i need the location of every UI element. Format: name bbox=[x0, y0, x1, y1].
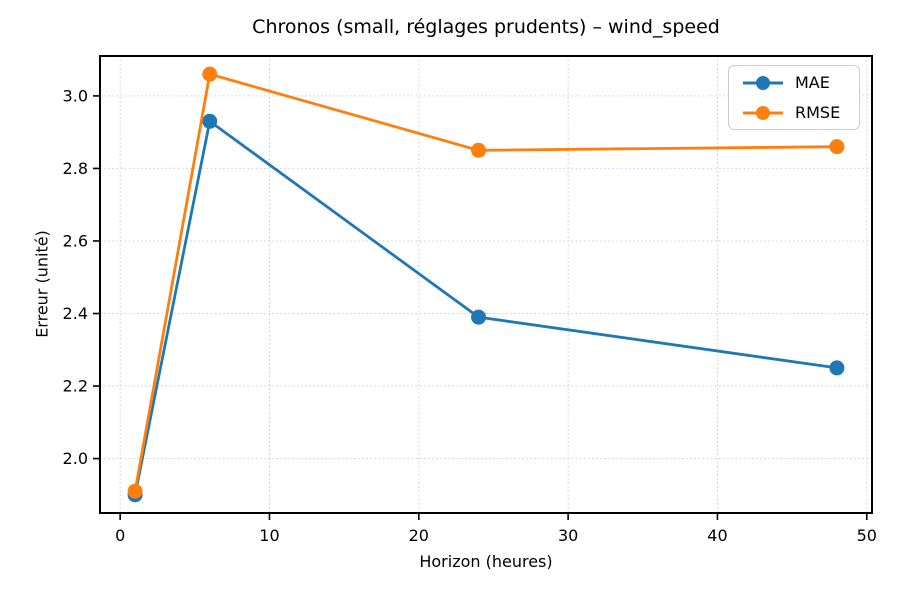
data-point-rmse bbox=[471, 142, 487, 158]
x-tick-label: 10 bbox=[259, 526, 279, 545]
data-point-mae bbox=[829, 360, 845, 376]
y-axis-label: Erreur (unité) bbox=[32, 230, 52, 338]
data-point-rmse bbox=[829, 139, 845, 155]
axes-spines bbox=[99, 55, 873, 514]
legend: MAE RMSE bbox=[728, 65, 860, 130]
x-tick-label: 40 bbox=[707, 526, 727, 545]
y-tick-label: 2.2 bbox=[63, 377, 88, 396]
x-axis-label: Horizon (heures) bbox=[419, 552, 553, 571]
data-point-rmse bbox=[127, 483, 143, 499]
x-tick-label: 20 bbox=[409, 526, 429, 545]
y-tick-label: 2.8 bbox=[63, 159, 88, 178]
legend-label-rmse: RMSE bbox=[795, 103, 841, 122]
series-line-rmse bbox=[133, 72, 839, 493]
legend-item-mae: MAE bbox=[741, 68, 859, 97]
x-tick-label: 30 bbox=[558, 526, 578, 545]
rmse-line-swatch-icon bbox=[743, 105, 783, 120]
y-tick-label: 2.4 bbox=[63, 304, 88, 323]
mae-line-swatch-icon bbox=[743, 75, 783, 90]
y-tick-label: 2.0 bbox=[63, 449, 88, 468]
legend-item-rmse: RMSE bbox=[741, 98, 859, 127]
legend-label-mae: MAE bbox=[795, 73, 830, 92]
data-point-mae bbox=[202, 113, 218, 129]
data-point-rmse bbox=[202, 66, 218, 82]
series-line-mae bbox=[133, 119, 839, 497]
x-tick-label: 50 bbox=[857, 526, 877, 545]
data-point-mae bbox=[471, 309, 487, 325]
y-tick-label: 3.0 bbox=[63, 86, 88, 105]
x-tick-label: 0 bbox=[115, 526, 125, 545]
chart-title: Chronos (small, réglages prudents) – win… bbox=[252, 16, 720, 38]
y-tick-label: 2.6 bbox=[63, 231, 88, 250]
